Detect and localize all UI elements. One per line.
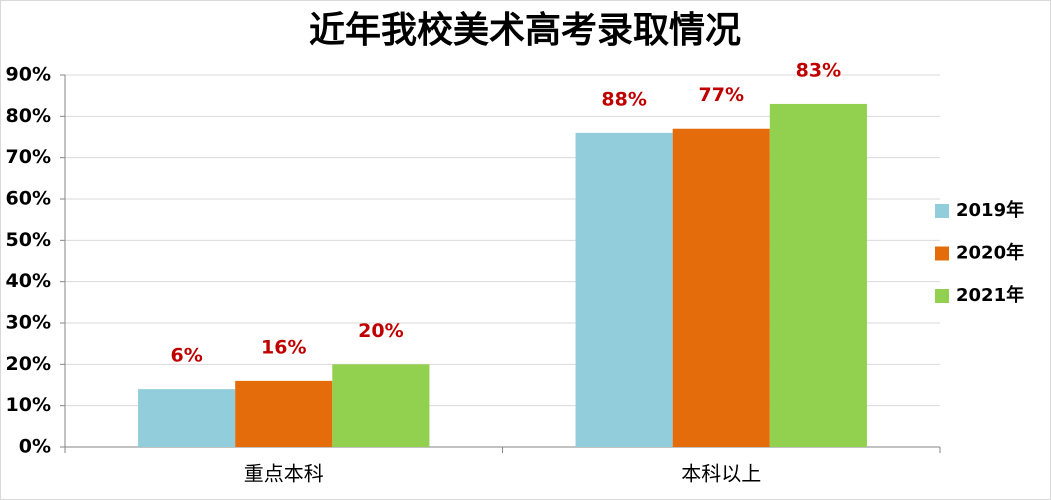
y-tick-label: 30% xyxy=(6,312,51,334)
data-label: 6% xyxy=(170,345,202,367)
legend-label: 2021年 xyxy=(956,284,1024,306)
legend-swatch xyxy=(935,204,949,218)
legend-swatch xyxy=(935,289,949,303)
y-tick-label: 80% xyxy=(6,105,51,127)
data-label: 20% xyxy=(358,320,403,342)
y-tick-label: 40% xyxy=(6,270,51,292)
y-tick-label: 60% xyxy=(6,188,51,210)
x-tick-label: 重点本科 xyxy=(244,462,324,486)
bar xyxy=(575,132,673,447)
legend-label: 2020年 xyxy=(956,242,1024,264)
x-tick-label: 本科以上 xyxy=(681,462,761,486)
y-tick-label: 10% xyxy=(6,394,51,416)
bar xyxy=(332,364,430,447)
legend-swatch xyxy=(935,246,949,261)
bar xyxy=(769,103,867,447)
bar xyxy=(235,380,333,447)
y-tick-label: 70% xyxy=(6,146,51,168)
legend-label: 2019年 xyxy=(956,199,1024,221)
data-label: 16% xyxy=(261,336,306,358)
y-tick-label: 50% xyxy=(6,229,51,251)
data-label: 83% xyxy=(796,59,841,81)
bar xyxy=(138,389,236,447)
y-tick-label: 0% xyxy=(19,436,51,458)
y-tick-label: 20% xyxy=(6,353,51,375)
y-tick-label: 90% xyxy=(6,64,51,86)
chart-title: 近年我校美术高考录取情况 xyxy=(309,10,741,51)
data-label: 88% xyxy=(601,88,646,110)
bar xyxy=(672,128,770,447)
data-label: 77% xyxy=(699,84,744,106)
